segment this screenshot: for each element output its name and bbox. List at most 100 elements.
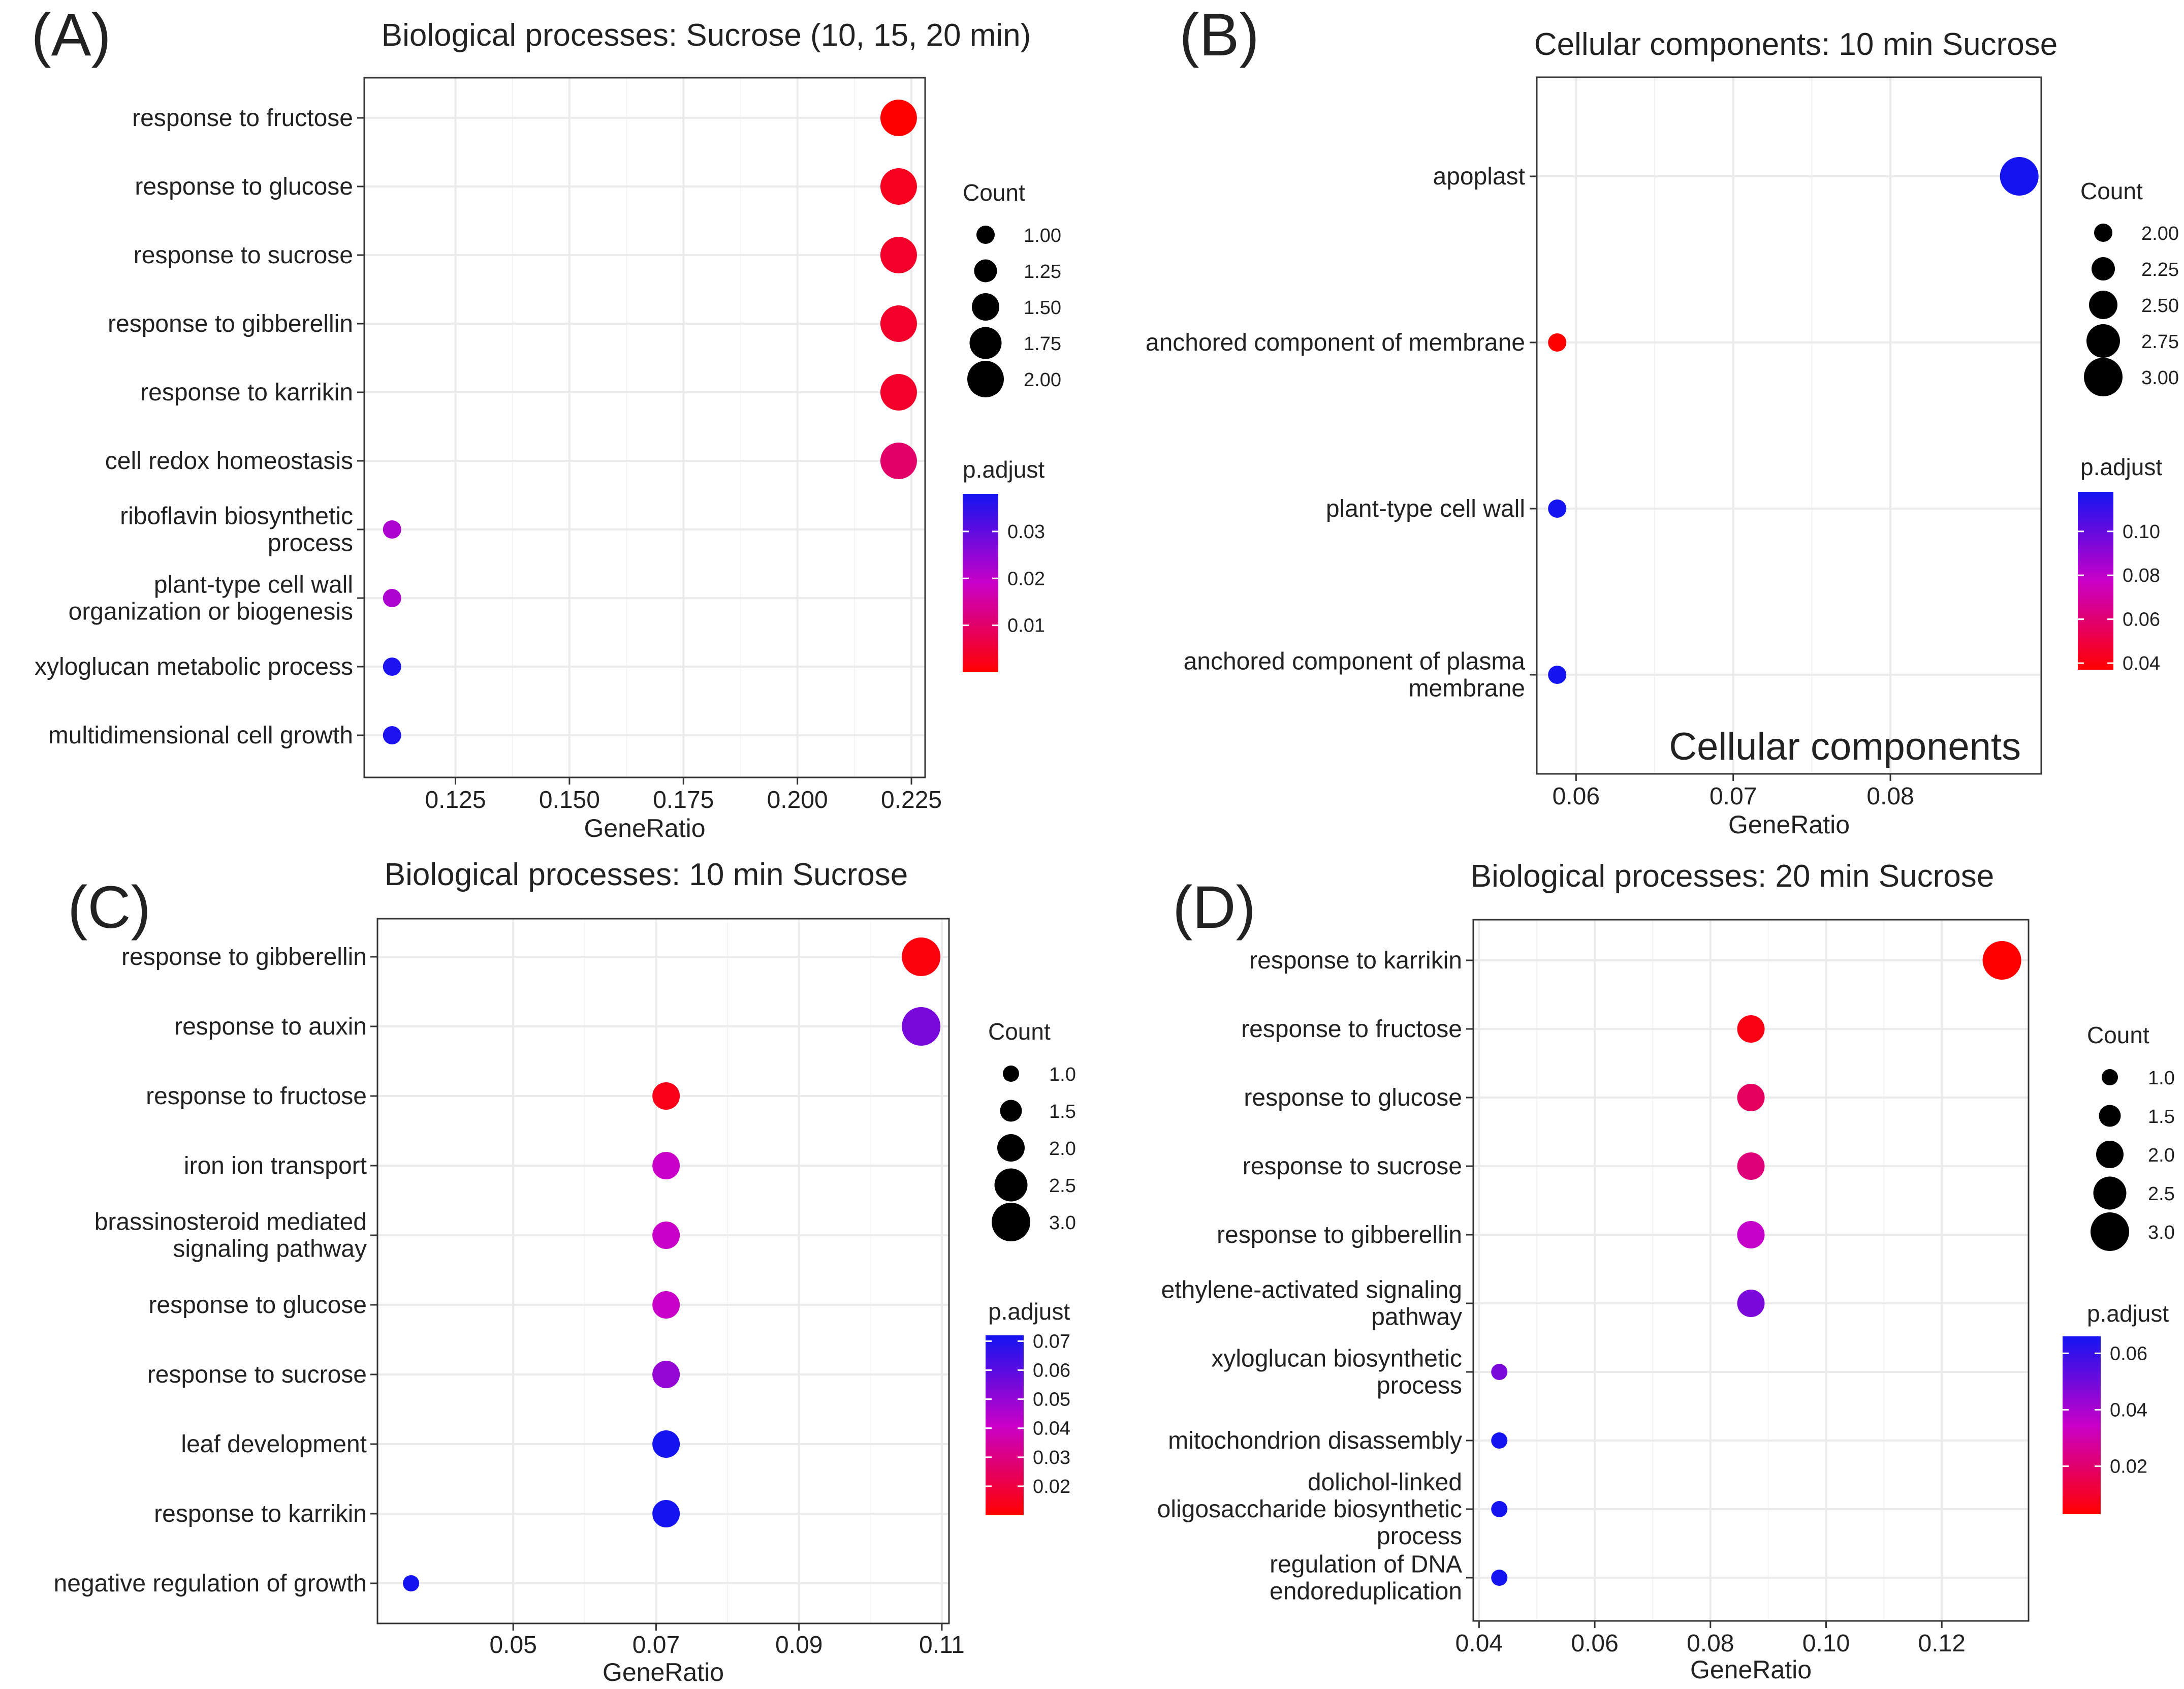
y-tick-label: anchored component of plasma [1184, 648, 1526, 675]
data-point [880, 237, 917, 273]
data-point [1491, 1570, 1508, 1586]
legend-padjust-title: p.adjust [2080, 454, 2162, 480]
y-tick-label: response to karrikin [154, 1500, 367, 1527]
y-tick-label: anchored component of membrane [1146, 329, 1525, 356]
legend-count-label: 2.00 [1024, 369, 1061, 391]
data-point [383, 658, 401, 676]
legend-count-title: Count [988, 1018, 1051, 1045]
data-point [1548, 333, 1567, 352]
y-tick-label: plant-type cell wall [154, 572, 353, 599]
y-tick-label: response to karrikin [140, 379, 353, 406]
x-tick-label: 0.175 [653, 787, 714, 814]
panel-c: (C) Biological processes: 10 min Sucrose 0… [54, 857, 1076, 1686]
legend-count-marker [1000, 1100, 1022, 1122]
data-point [1982, 941, 2021, 980]
y-tick-label: response to fructose [146, 1083, 367, 1110]
y-tick-label: negative regulation of growth [54, 1570, 367, 1597]
plot-frame [1536, 76, 2042, 775]
y-tick-label: mitochondrion disassembly [1168, 1427, 1462, 1454]
legend-count-label: 1.25 [1024, 261, 1061, 283]
plot-frame [363, 77, 926, 778]
legend-padjust-label: 0.06 [1033, 1360, 1070, 1382]
data-point [383, 726, 401, 744]
legend-count-marker [2086, 324, 2120, 358]
plot-frame [376, 918, 950, 1624]
legend-count-label: 1.0 [1049, 1064, 1076, 1085]
panel-label: (C) [68, 874, 151, 941]
data-point [880, 100, 917, 136]
y-tick-label: response to glucose [135, 173, 353, 200]
y-tick-label: plant-type cell wall [1326, 495, 1525, 522]
chart-title: Biological processes: 10 min Sucrose [385, 857, 908, 892]
legend-count-label: 2.5 [1049, 1175, 1076, 1197]
legend-count-marker [992, 1203, 1030, 1241]
legend-colorbar [2063, 1336, 2101, 1514]
data-point [652, 1222, 680, 1249]
panel-label: (D) [1173, 874, 1256, 941]
legend-padjust-label: 0.10 [2123, 521, 2160, 543]
legend-count-marker [997, 1134, 1025, 1162]
y-tick-label: response to gibberellin [121, 944, 367, 971]
legend-count-label: 2.0 [1049, 1138, 1076, 1160]
legend-count-marker [1003, 1066, 1019, 1082]
y-tick-label: response to fructose [132, 105, 353, 132]
legend-count-label: 3.0 [1049, 1212, 1076, 1234]
legend-count-label: 2.75 [2141, 331, 2179, 353]
legend-count-marker [967, 361, 1004, 397]
x-tick-label: 0.04 [1455, 1630, 1503, 1657]
legend-count-label: 2.5 [2148, 1183, 2175, 1205]
legend-padjust-label: 0.06 [2123, 609, 2160, 631]
legend-padjust-label: 0.08 [2123, 565, 2160, 586]
legend-padjust-label: 0.03 [1007, 521, 1045, 543]
legend-count-marker [976, 226, 995, 244]
y-tick-label: response to sucrose [134, 242, 353, 269]
data-point [1491, 1432, 1508, 1449]
legend-count-marker [972, 293, 999, 321]
x-tick-label: 0.12 [1918, 1630, 1966, 1657]
data-point [880, 443, 917, 479]
x-tick-label: 0.06 [1571, 1630, 1618, 1657]
legend-count-label: 1.5 [2148, 1106, 2175, 1128]
x-tick-label: 0.125 [425, 787, 486, 814]
legend-padjust-title: p.adjust [2087, 1300, 2169, 1327]
legend-count-label: 2.50 [2141, 295, 2179, 317]
panel-d: (D) Biological processes: 20 min Sucrose 0… [1157, 859, 2175, 1684]
legend-padjust-label: 0.03 [1033, 1447, 1070, 1468]
plot-frame [1472, 919, 2030, 1622]
legend-padjust-label: 0.06 [2110, 1343, 2147, 1364]
legend-colorbar [2078, 492, 2113, 670]
y-tick-label: response to gibberellin [1217, 1222, 1462, 1248]
legend-padjust-label: 0.02 [2110, 1456, 2147, 1478]
panel-label: (A) [31, 2, 111, 69]
legend-count-marker [2096, 1141, 2124, 1168]
data-point [383, 520, 401, 539]
x-tick-label: 0.10 [1802, 1630, 1850, 1657]
y-tick-label: process [268, 530, 353, 557]
y-tick-label: response to glucose [1244, 1084, 1462, 1111]
legend-count-label: 3.0 [2148, 1222, 2175, 1243]
x-axis-label: GeneRatio [1728, 810, 1850, 839]
x-tick-label: 0.06 [1553, 783, 1600, 810]
y-tick-label: regulation of DNA [1270, 1551, 1462, 1578]
legend-count-label: 1.00 [1024, 225, 1061, 246]
legend-count-title: Count [2080, 178, 2143, 204]
legend-count-marker [2091, 1212, 2129, 1251]
x-tick-label: 0.150 [539, 787, 600, 814]
legend-count-marker [994, 1168, 1028, 1202]
legend-padjust-label: 0.07 [1033, 1331, 1070, 1352]
x-tick-label: 0.07 [632, 1632, 680, 1659]
x-tick-label: 0.07 [1710, 783, 1757, 810]
legend-padjust-label: 0.02 [1033, 1476, 1070, 1497]
legend-count-marker [2093, 1176, 2127, 1210]
data-point [652, 1082, 680, 1110]
legend-count-marker [2102, 1069, 2118, 1085]
x-tick-label: 0.225 [881, 787, 942, 814]
data-point [652, 1361, 680, 1388]
y-tick-label: brassinosteroid mediated [94, 1209, 367, 1236]
data-point [652, 1291, 680, 1319]
y-tick-label: iron ion transport [184, 1152, 367, 1179]
y-tick-label: dolichol-linked [1308, 1469, 1462, 1496]
legend-padjust-title: p.adjust [963, 456, 1044, 483]
data-point [1491, 1501, 1508, 1517]
